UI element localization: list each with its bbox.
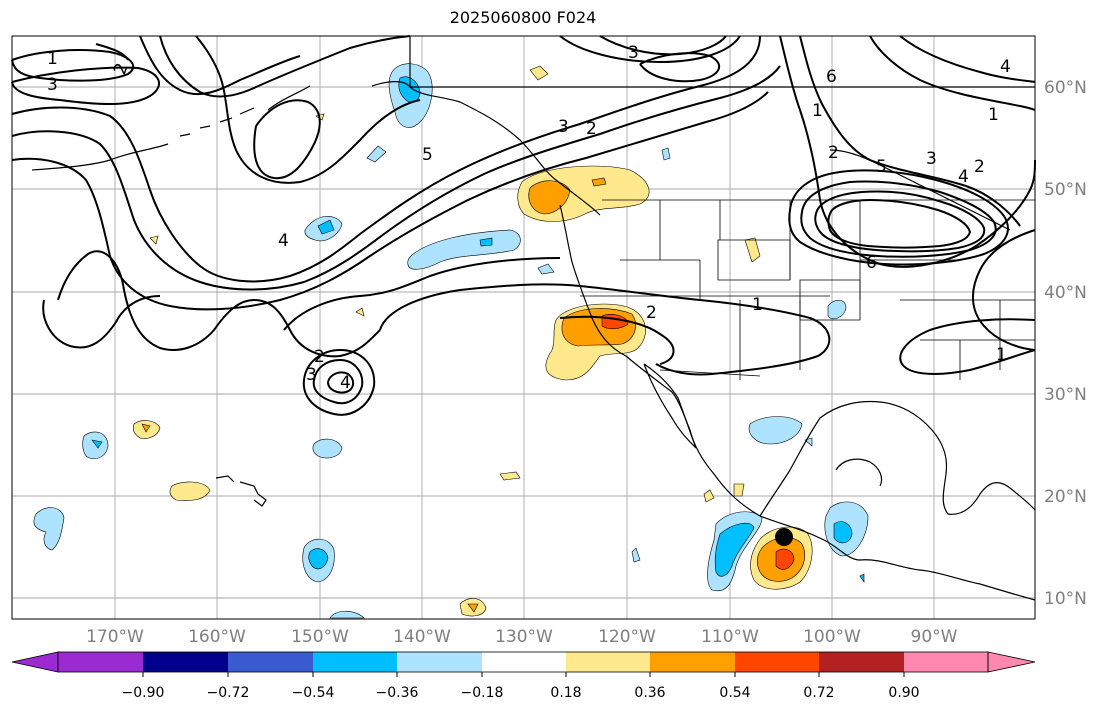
colorbar-segment bbox=[482, 652, 566, 672]
contour-label: 2 bbox=[646, 303, 657, 323]
longitude-labels: 170°W 160°W 150°W 140°W 130°W 120°W 110°… bbox=[86, 627, 958, 647]
contour-label: 3 bbox=[558, 117, 569, 137]
colorbar-tick-label: 0.54 bbox=[719, 685, 750, 701]
contour-labels: 1 3 2 3 6 4 1 3 2 4 5 3 2 1 2 4 5 3 2 4 … bbox=[47, 43, 1011, 393]
colorbar-segment bbox=[904, 652, 988, 672]
colorbar-segment bbox=[650, 652, 735, 672]
coastlines bbox=[31, 36, 1036, 601]
contour-label: 1 bbox=[988, 105, 999, 125]
colorbar-tick-label: −0.90 bbox=[122, 685, 165, 701]
contour-label: 3 bbox=[306, 365, 317, 385]
lat-label: 60°N bbox=[1044, 78, 1087, 98]
lon-label: 160°W bbox=[188, 627, 246, 647]
contour-label: 2 bbox=[828, 143, 839, 163]
colorbar-tick-label: −0.18 bbox=[461, 685, 504, 701]
colorbar-tick-label: 0.18 bbox=[550, 685, 581, 701]
lon-label: 130°W bbox=[495, 627, 553, 647]
contour-label: 5 bbox=[422, 145, 433, 165]
contour-label: 2 bbox=[586, 119, 597, 139]
contour-label: 6 bbox=[826, 67, 837, 87]
lon-label: 120°W bbox=[598, 627, 656, 647]
colorbar-segment bbox=[143, 652, 228, 672]
contour-label: 3 bbox=[47, 75, 58, 95]
colorbar: −0.90 −0.72 −0.54 −0.36 −0.18 0.18 0.36 … bbox=[11, 651, 1036, 701]
colorbar-tick-label: −0.54 bbox=[292, 685, 335, 701]
location-marker-dot bbox=[775, 528, 793, 546]
colorbar-segment bbox=[313, 652, 397, 672]
colorbar-segment bbox=[819, 652, 904, 672]
contour-label: 3 bbox=[926, 149, 937, 169]
contour-label: 1 bbox=[752, 295, 763, 315]
lat-label: 40°N bbox=[1044, 283, 1087, 303]
contour-label: 4 bbox=[1000, 57, 1011, 77]
political-borders bbox=[580, 199, 1035, 380]
contour-label: 3 bbox=[628, 43, 639, 63]
colorbar-segment bbox=[566, 652, 650, 672]
contour-lines bbox=[11, 35, 1036, 416]
colorbar-tick-label: 0.90 bbox=[888, 685, 919, 701]
contour-label: 1 bbox=[47, 49, 58, 69]
lat-label: 10°N bbox=[1044, 589, 1087, 609]
contour-label: 4 bbox=[278, 231, 289, 251]
colorbar-segment bbox=[58, 652, 143, 672]
lon-label: 140°W bbox=[393, 627, 451, 647]
contour-label: 2 bbox=[314, 347, 325, 367]
colorbar-segment bbox=[228, 652, 313, 672]
lon-label: 100°W bbox=[803, 627, 861, 647]
map-frame bbox=[11, 35, 1036, 620]
contour-label: 4 bbox=[340, 373, 351, 393]
lat-label: 30°N bbox=[1044, 385, 1087, 405]
colorbar-tick-label: 0.72 bbox=[803, 685, 834, 701]
lat-label: 50°N bbox=[1044, 180, 1087, 200]
shaded-anomalies bbox=[33, 63, 869, 619]
colorbar-segment bbox=[987, 651, 1036, 673]
lon-label: 170°W bbox=[86, 627, 144, 647]
contour-label: 5 bbox=[876, 157, 887, 177]
contour-label: 4 bbox=[958, 167, 969, 187]
map-area bbox=[12, 36, 1035, 619]
colorbar-tick-label: 0.36 bbox=[634, 685, 665, 701]
colorbar-segment bbox=[735, 652, 819, 672]
contour-label: 1 bbox=[812, 101, 823, 121]
colorbar-tick-label: −0.72 bbox=[207, 685, 250, 701]
colorbar-segment bbox=[397, 652, 482, 672]
colorbar-segment bbox=[11, 651, 59, 673]
contour-label: 6 bbox=[866, 253, 877, 273]
lat-label: 20°N bbox=[1044, 487, 1087, 507]
lon-label: 90°W bbox=[911, 627, 958, 647]
map-title: 2025060800 F024 bbox=[449, 8, 597, 27]
latitude-labels: 60°N 50°N 40°N 30°N 20°N 10°N bbox=[1044, 78, 1087, 609]
lon-label: 150°W bbox=[291, 627, 349, 647]
contour-label: 1 bbox=[996, 345, 1007, 365]
colorbar-tick-label: −0.36 bbox=[376, 685, 419, 701]
lon-label: 110°W bbox=[701, 627, 759, 647]
contour-label: 2 bbox=[974, 157, 985, 177]
